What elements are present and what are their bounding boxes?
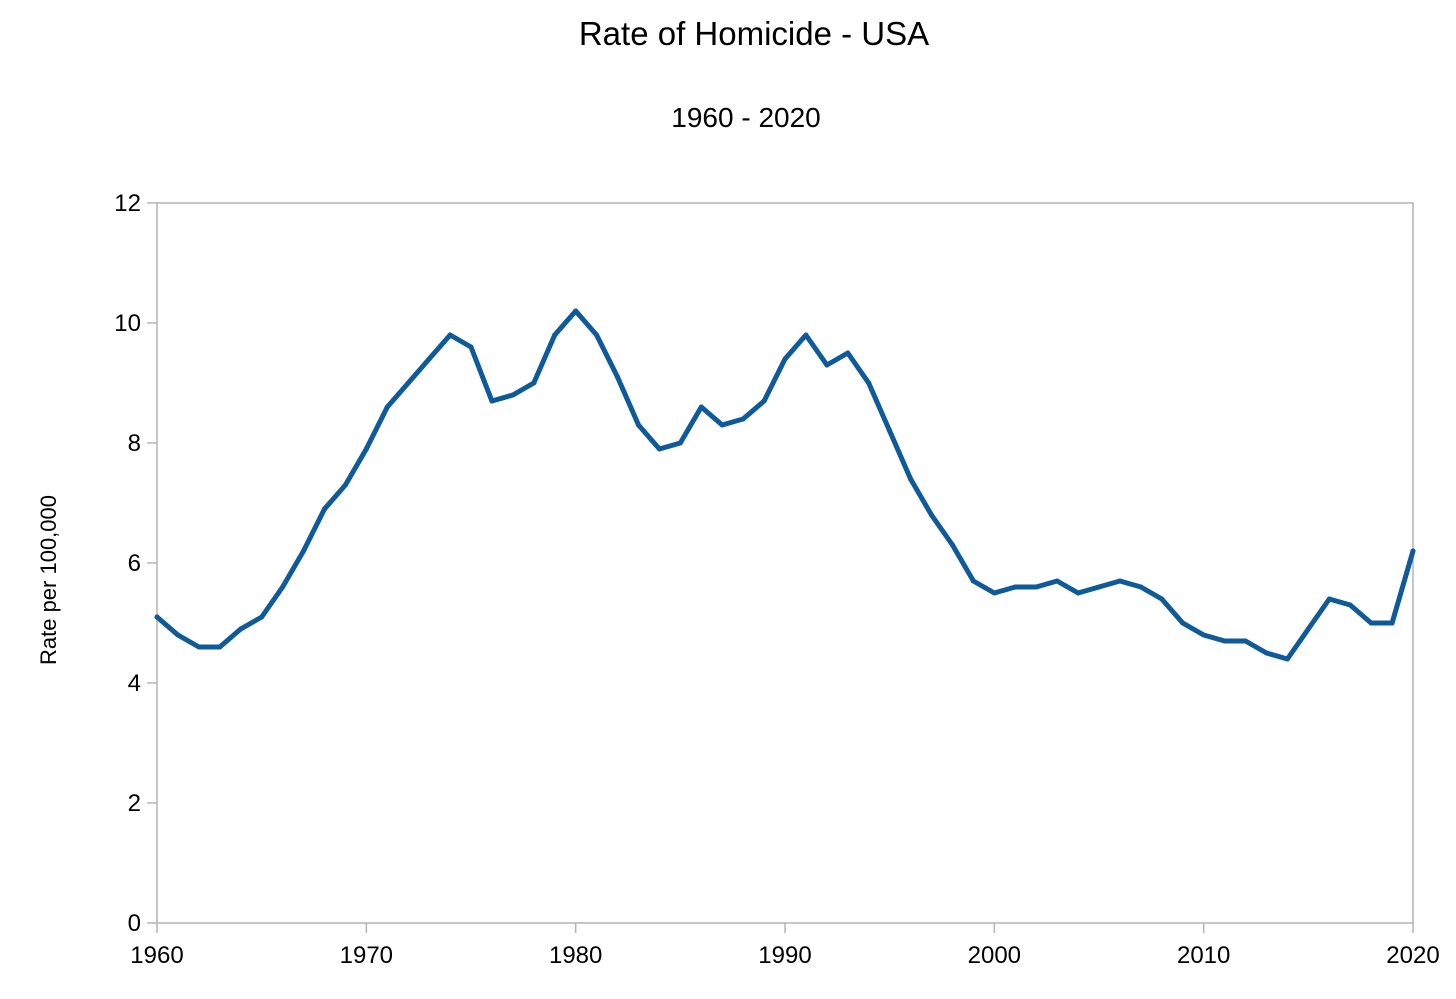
data-point bbox=[761, 398, 767, 404]
y-tick-label: 6 bbox=[128, 550, 141, 577]
data-point bbox=[845, 350, 851, 356]
data-point bbox=[447, 332, 453, 338]
data-point bbox=[1096, 584, 1102, 590]
data-points bbox=[154, 308, 1416, 662]
data-point bbox=[1033, 584, 1039, 590]
data-point bbox=[384, 404, 390, 410]
data-point bbox=[217, 644, 223, 650]
data-point bbox=[405, 380, 411, 386]
data-point bbox=[1222, 638, 1228, 644]
data-point bbox=[238, 626, 244, 632]
data-point bbox=[949, 542, 955, 548]
x-tick-label: 1960 bbox=[130, 942, 183, 969]
data-point bbox=[615, 374, 621, 380]
data-point bbox=[1410, 548, 1416, 554]
data-point bbox=[363, 446, 369, 452]
data-point bbox=[531, 380, 537, 386]
data-point bbox=[1054, 578, 1060, 584]
data-point bbox=[677, 440, 683, 446]
data-point bbox=[301, 548, 307, 554]
data-point bbox=[196, 644, 202, 650]
y-axis: 0 2 4 6 8 10 12 bbox=[114, 190, 157, 937]
data-point bbox=[824, 362, 830, 368]
data-point bbox=[1284, 656, 1290, 662]
data-point bbox=[991, 590, 997, 596]
data-point bbox=[259, 614, 265, 620]
data-point bbox=[1180, 620, 1186, 626]
y-axis-label: Rate per 100,000 bbox=[36, 495, 61, 665]
data-point bbox=[803, 332, 809, 338]
data-point bbox=[489, 398, 495, 404]
data-point bbox=[698, 404, 704, 410]
y-tick-label: 8 bbox=[128, 430, 141, 457]
data-point bbox=[1201, 632, 1207, 638]
data-point bbox=[656, 446, 662, 452]
data-point bbox=[1243, 638, 1249, 644]
data-point bbox=[1117, 578, 1123, 584]
y-tick-label: 10 bbox=[114, 310, 141, 337]
x-tick-label: 1980 bbox=[549, 942, 602, 969]
data-point bbox=[321, 506, 327, 512]
data-point bbox=[426, 356, 432, 362]
data-point bbox=[970, 578, 976, 584]
chart-subtitle: 1960 - 2020 bbox=[671, 102, 820, 133]
data-point bbox=[1305, 626, 1311, 632]
x-tick-label: 1970 bbox=[340, 942, 393, 969]
x-tick-label: 2010 bbox=[1177, 942, 1230, 969]
data-point bbox=[154, 614, 160, 620]
y-tick-label: 2 bbox=[128, 790, 141, 817]
data-point bbox=[342, 482, 348, 488]
data-point bbox=[1263, 650, 1269, 656]
data-point bbox=[1159, 596, 1165, 602]
data-point bbox=[1138, 584, 1144, 590]
data-point bbox=[594, 332, 600, 338]
data-point bbox=[719, 422, 725, 428]
data-point bbox=[1075, 590, 1081, 596]
y-tick-label: 4 bbox=[128, 670, 141, 697]
data-point bbox=[1326, 596, 1332, 602]
data-point bbox=[740, 416, 746, 422]
data-point bbox=[573, 308, 579, 314]
data-point bbox=[887, 428, 893, 434]
data-point bbox=[929, 512, 935, 518]
chart-title: Rate of Homicide - USA bbox=[579, 15, 929, 52]
data-point bbox=[468, 344, 474, 350]
data-point bbox=[866, 380, 872, 386]
data-point bbox=[1389, 620, 1395, 626]
x-tick-label: 1990 bbox=[758, 942, 811, 969]
data-point bbox=[782, 356, 788, 362]
plot-frame bbox=[156, 202, 1414, 924]
data-point bbox=[510, 392, 516, 398]
data-point bbox=[1012, 584, 1018, 590]
data-point bbox=[908, 476, 914, 482]
x-axis: 1960 1970 1980 1990 2000 2010 2020 bbox=[130, 923, 1440, 969]
x-tick-label: 2020 bbox=[1386, 942, 1439, 969]
data-point bbox=[175, 632, 181, 638]
data-point bbox=[1368, 620, 1374, 626]
data-point bbox=[1347, 602, 1353, 608]
x-tick-label: 2000 bbox=[968, 942, 1021, 969]
data-point bbox=[635, 422, 641, 428]
y-tick-label: 12 bbox=[114, 190, 141, 217]
data-point bbox=[552, 332, 558, 338]
y-tick-label: 0 bbox=[128, 910, 141, 937]
data-point bbox=[280, 584, 286, 590]
